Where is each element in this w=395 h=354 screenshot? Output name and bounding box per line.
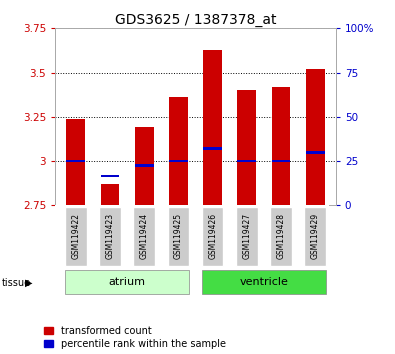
Text: GSM119425: GSM119425	[174, 213, 183, 259]
Text: GSM119427: GSM119427	[242, 213, 251, 259]
Bar	[135, 164, 154, 167]
FancyBboxPatch shape	[99, 207, 121, 266]
Bar	[272, 87, 290, 205]
Text: atrium: atrium	[109, 277, 146, 287]
Bar	[306, 151, 325, 154]
Bar	[237, 90, 256, 205]
Bar	[101, 175, 119, 177]
Bar	[272, 160, 290, 162]
Text: GSM119424: GSM119424	[140, 213, 149, 259]
Bar	[169, 160, 188, 162]
Text: GSM119422: GSM119422	[71, 213, 80, 259]
Text: GSM119423: GSM119423	[105, 213, 115, 259]
Bar	[203, 147, 222, 150]
Text: ▶: ▶	[25, 278, 32, 288]
Bar	[306, 69, 325, 205]
Bar	[237, 160, 256, 162]
Bar	[135, 127, 154, 205]
FancyBboxPatch shape	[305, 207, 326, 266]
Bar	[66, 160, 85, 162]
FancyBboxPatch shape	[134, 207, 155, 266]
Bar	[101, 184, 119, 205]
FancyBboxPatch shape	[65, 207, 87, 266]
Bar	[203, 50, 222, 205]
Text: tissue: tissue	[2, 278, 31, 288]
Bar	[169, 97, 188, 205]
Text: GSM119429: GSM119429	[311, 213, 320, 259]
Title: GDS3625 / 1387378_at: GDS3625 / 1387378_at	[115, 13, 276, 27]
Legend: transformed count, percentile rank within the sample: transformed count, percentile rank withi…	[44, 326, 226, 349]
Bar	[202, 270, 326, 294]
FancyBboxPatch shape	[270, 207, 292, 266]
Text: ventricle: ventricle	[239, 277, 288, 287]
Bar	[65, 270, 189, 294]
FancyBboxPatch shape	[236, 207, 258, 266]
Text: GSM119428: GSM119428	[276, 213, 286, 259]
Bar	[66, 119, 85, 205]
FancyBboxPatch shape	[202, 207, 224, 266]
FancyBboxPatch shape	[167, 207, 189, 266]
Text: GSM119426: GSM119426	[208, 213, 217, 259]
